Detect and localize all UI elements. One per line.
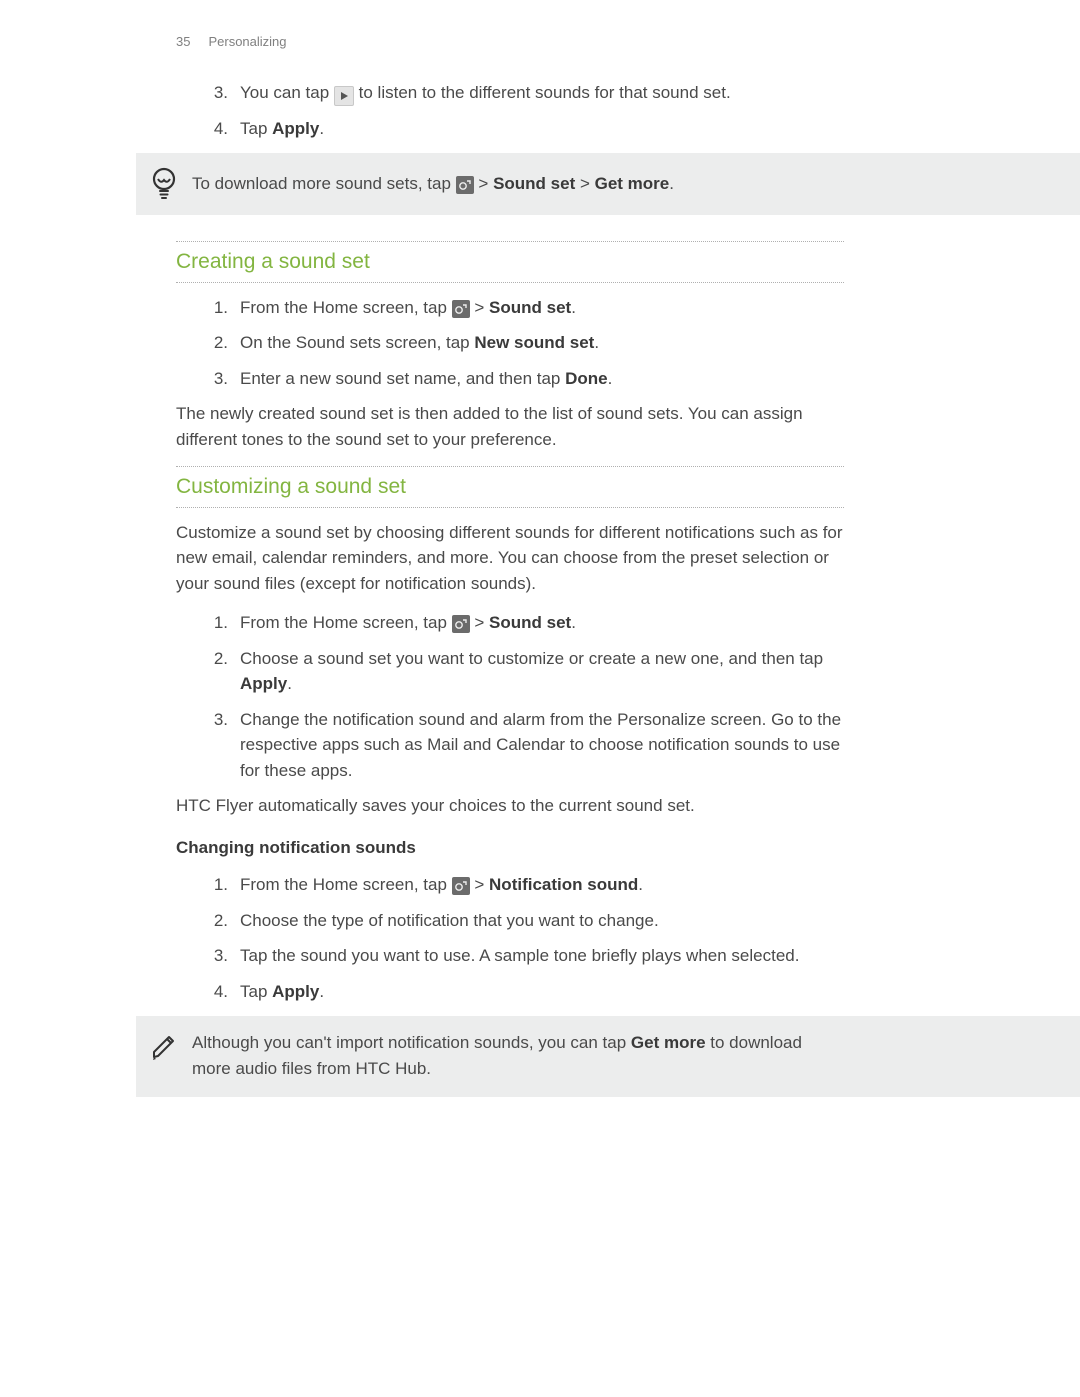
top-steps-block: 3. You can tap to listen to the differen…: [0, 80, 1080, 142]
list-item: 2. Choose a sound set you want to custom…: [196, 646, 844, 697]
lightbulb-icon: [136, 167, 192, 201]
paragraph: Customize a sound set by choosing differ…: [176, 520, 844, 597]
play-icon: [334, 86, 354, 106]
section-customizing: Customizing a sound set Customize a soun…: [0, 466, 1080, 1004]
list-item: 4. Tap Apply.: [196, 116, 844, 142]
list-item: 1. From the Home screen, tap > Notificat…: [196, 872, 844, 898]
list-item: 2. On the Sound sets screen, tap New sou…: [196, 330, 844, 356]
section-title: Customizing a sound set: [176, 466, 844, 508]
list-item: 1. From the Home screen, tap > Sound set…: [196, 610, 844, 636]
list-item: 3. Change the notification sound and ala…: [196, 707, 844, 784]
section-title: Creating a sound set: [176, 241, 844, 283]
list-item: 2. Choose the type of notification that …: [196, 908, 844, 934]
personalize-icon: [452, 877, 470, 895]
list-item: 3. You can tap to listen to the differen…: [196, 80, 844, 106]
tip-callout: To download more sound sets, tap > Sound…: [136, 153, 1080, 215]
list-item: 1. From the Home screen, tap > Sound set…: [196, 295, 844, 321]
paragraph: HTC Flyer automatically saves your choic…: [176, 793, 844, 819]
list-item: 4. Tap Apply.: [196, 979, 844, 1005]
sub-heading: Changing notification sounds: [176, 835, 844, 861]
page-number: 35: [176, 34, 190, 49]
page-section: Personalizing: [208, 34, 286, 49]
section-creating: Creating a sound set 1. From the Home sc…: [0, 241, 1080, 452]
personalize-icon: [452, 300, 470, 318]
note-text: Although you can't import notification s…: [192, 1030, 844, 1081]
page: 35 Personalizing 3. You can tap to listen…: [0, 0, 1080, 1397]
list-item: 3. Tap the sound you want to use. A samp…: [196, 943, 844, 969]
page-header: 35 Personalizing: [0, 32, 1080, 52]
note-callout: Although you can't import notification s…: [136, 1016, 1080, 1097]
personalize-icon: [452, 615, 470, 633]
paragraph: The newly created sound set is then adde…: [176, 401, 844, 452]
pencil-icon: [136, 1030, 192, 1062]
personalize-icon: [456, 176, 474, 194]
list-item: 3. Enter a new sound set name, and then …: [196, 366, 844, 392]
tip-text: To download more sound sets, tap > Sound…: [192, 171, 844, 197]
